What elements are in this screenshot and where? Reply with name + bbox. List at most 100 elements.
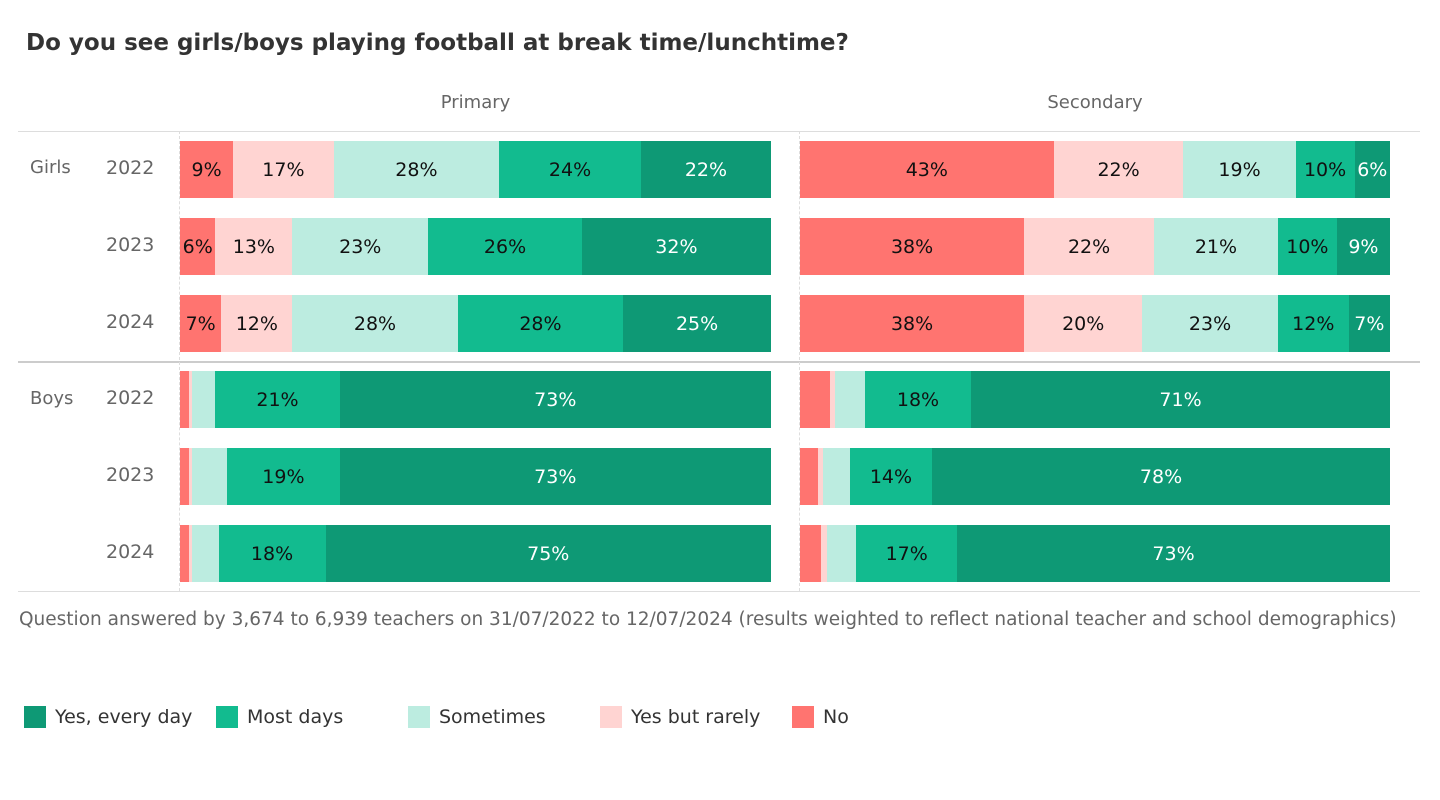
data-label: 22%: [1097, 158, 1140, 181]
data-label: 22%: [684, 158, 728, 181]
data-label: 21%: [256, 388, 299, 411]
bar-segment-yes-every-day: 73%: [339, 448, 771, 505]
bar-segment-most-days: 18%: [218, 525, 326, 582]
chart-title: Do you see girls/boys playing football a…: [26, 30, 849, 56]
bar-segment-most-days: 26%: [428, 218, 582, 275]
bar-primary-girls-2024: 7% 12% 28% 28% 25%: [180, 295, 771, 352]
data-label: 25%: [675, 312, 719, 335]
bar-segment-yes-but-rarely: [188, 371, 192, 428]
data-label: 9%: [1348, 235, 1379, 258]
bar-segment-no: 38%: [800, 295, 1025, 352]
legend-swatch: [600, 706, 622, 728]
year-label: 2022: [106, 387, 155, 409]
bar-segment-no: [800, 371, 830, 428]
bar-segment-no: [800, 448, 818, 505]
bar-segment-most-days: 14%: [849, 448, 933, 505]
divider-top: [18, 131, 1420, 132]
bar-segment-sometimes: 19%: [1183, 141, 1296, 198]
data-label: 32%: [655, 235, 698, 258]
bar-segment-yes-but-rarely: [820, 525, 827, 582]
bar-segment-yes-but-rarely: [188, 448, 192, 505]
group-label-girls: Girls: [30, 157, 71, 178]
bar-secondary-boys-2024: 17% 73%: [800, 525, 1390, 582]
panel-header-primary: Primary: [440, 92, 511, 113]
bar-primary-boys-2023: 19% 73%: [180, 448, 771, 505]
year-label: 2024: [106, 541, 155, 563]
bar-segment-yes-but-rarely: 22%: [1024, 218, 1154, 275]
bar-segment-sometimes: [826, 525, 857, 582]
bar-segment-most-days: 17%: [856, 525, 958, 582]
bar-segment-sometimes: 21%: [1153, 218, 1278, 275]
data-label: 12%: [235, 312, 278, 335]
bar-segment-yes-but-rarely: 17%: [233, 141, 334, 198]
bar-segment-no: [180, 525, 189, 582]
bar-segment-yes-every-day: 25%: [623, 295, 771, 352]
bar-segment-yes-but-rarely: 13%: [215, 218, 293, 275]
bar-segment-yes-every-day: 73%: [957, 525, 1390, 582]
bar-secondary-boys-2022: 18% 71%: [800, 371, 1390, 428]
bar-segment-yes-every-day: 22%: [640, 141, 771, 198]
bar-segment-most-days: 28%: [457, 295, 624, 352]
bar-primary-girls-2023: 6% 13% 23% 26% 32%: [180, 218, 771, 275]
legend-item: No: [792, 706, 849, 728]
data-label: 9%: [191, 158, 222, 181]
legend-item: Most days: [216, 706, 343, 728]
data-label: 18%: [896, 388, 940, 411]
bar-primary-boys-2024: 18% 75%: [180, 525, 771, 582]
year-label: 2023: [106, 464, 155, 486]
bar-segment-yes-every-day: 75%: [325, 525, 771, 582]
legend-label: Yes but rarely: [631, 706, 761, 728]
bar-segment-yes-but-rarely: [188, 525, 192, 582]
data-label: 21%: [1194, 235, 1238, 258]
data-label: 78%: [1139, 465, 1183, 488]
bar-segment-yes-but-rarely: [817, 448, 824, 505]
data-label: 38%: [890, 312, 934, 335]
bar-segment-sometimes: 23%: [1142, 295, 1278, 352]
bar-segment-sometimes: 28%: [333, 141, 500, 198]
year-label: 2024: [106, 311, 155, 333]
legend-label: Most days: [247, 706, 344, 728]
data-label: 38%: [890, 235, 934, 258]
divider-middle: [18, 361, 1420, 363]
data-label: 73%: [534, 465, 577, 488]
legend-swatch: [408, 706, 430, 728]
data-label: 10%: [1286, 235, 1329, 258]
group-label-boys: Boys: [30, 388, 74, 409]
data-label: 17%: [885, 542, 928, 565]
data-label: 13%: [232, 235, 275, 258]
data-label: 43%: [905, 158, 948, 181]
data-label: 75%: [527, 542, 570, 565]
bar-primary-girls-2022: 9% 17% 28% 24% 22%: [180, 141, 771, 198]
data-label: 23%: [339, 235, 382, 258]
bar-secondary-girls-2022: 43% 22% 19% 10% 6%: [800, 141, 1390, 198]
legend-swatch: [216, 706, 238, 728]
data-label: 7%: [1354, 312, 1385, 335]
bar-segment-yes-every-day: 7%: [1348, 295, 1390, 352]
bar-segment-most-days: 12%: [1277, 295, 1349, 352]
footnote: Question answered by 3,674 to 6,939 teac…: [19, 609, 1397, 630]
bar-segment-yes-every-day: 73%: [339, 371, 771, 428]
bar-segment-no: [180, 371, 189, 428]
bar-segment-sometimes: [191, 371, 216, 428]
legend-item: Sometimes: [408, 706, 546, 728]
bar-segment-no: 9%: [180, 141, 234, 198]
legend-label: Yes, every day: [55, 706, 193, 728]
legend-label: Sometimes: [439, 706, 546, 728]
bar-segment-no: 38%: [800, 218, 1025, 275]
legend-item: Yes, every day: [24, 706, 192, 728]
bar-segment-yes-every-day: 6%: [1354, 141, 1390, 198]
year-label: 2022: [106, 157, 155, 179]
axis-line-secondary: [799, 131, 800, 591]
bar-segment-most-days: 18%: [864, 371, 972, 428]
data-label: 28%: [353, 312, 397, 335]
data-label: 24%: [548, 158, 592, 181]
data-label: 17%: [262, 158, 305, 181]
panel-header-secondary: Secondary: [1047, 92, 1143, 113]
data-label: 19%: [262, 465, 305, 488]
bar-primary-boys-2022: 21% 73%: [180, 371, 771, 428]
bar-segment-most-days: 19%: [227, 448, 340, 505]
bar-segment-most-days: 21%: [215, 371, 340, 428]
data-label: 71%: [1159, 388, 1202, 411]
bar-segment-sometimes: [823, 448, 850, 505]
data-label: 10%: [1303, 158, 1347, 181]
